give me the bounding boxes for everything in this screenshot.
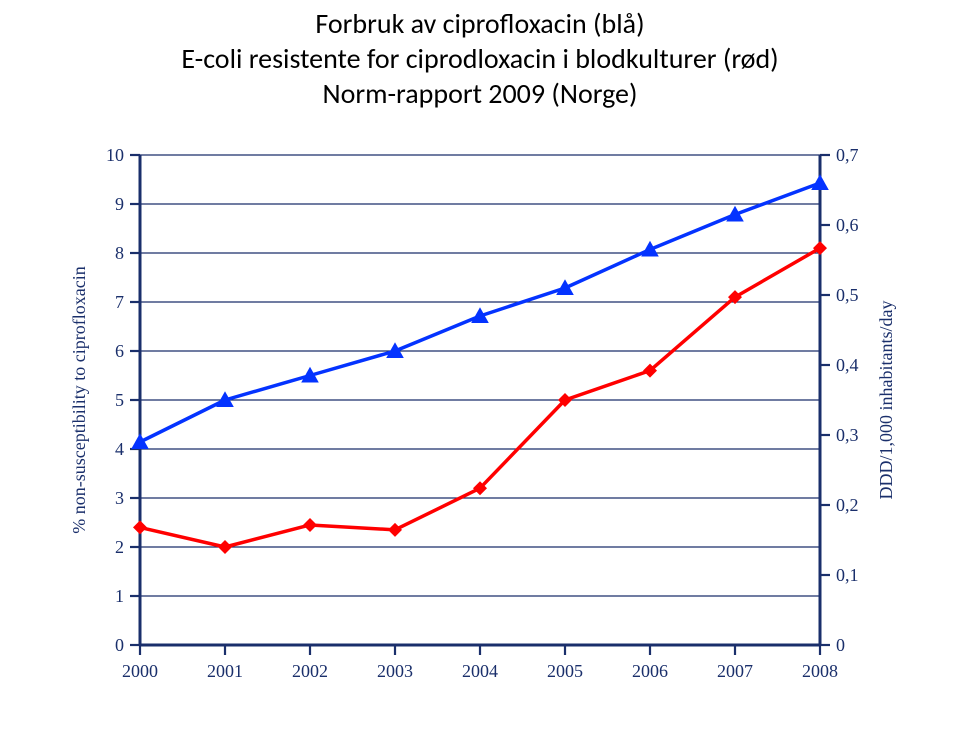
title-line-2: E-coli resistente for ciprodloxacin i bl… bbox=[0, 41, 960, 76]
svg-text:% non-susceptibility to ciprof: % non-susceptibility to ciprofloxacin bbox=[69, 266, 89, 533]
chart-area: 2000 2001 2002 2003 2004 2005 2006 2007 2008 0 1 2 3… bbox=[55, 145, 905, 695]
svg-text:0,4: 0,4 bbox=[836, 355, 859, 375]
svg-text:0,1: 0,1 bbox=[836, 565, 859, 585]
svg-text:2004: 2004 bbox=[462, 661, 498, 681]
svg-text:0: 0 bbox=[115, 635, 124, 655]
svg-text:0: 0 bbox=[836, 635, 845, 655]
svg-text:6: 6 bbox=[115, 341, 124, 361]
svg-text:0,6: 0,6 bbox=[836, 215, 859, 235]
svg-text:2003: 2003 bbox=[377, 661, 413, 681]
svg-text:2006: 2006 bbox=[632, 661, 668, 681]
svg-text:7: 7 bbox=[115, 292, 124, 312]
line-chart: 2000 2001 2002 2003 2004 2005 2006 2007 2008 0 1 2 3… bbox=[55, 145, 905, 745]
svg-text:10: 10 bbox=[106, 145, 124, 165]
svg-text:DDD/1,000 inhabitants/day: DDD/1,000 inhabitants/day bbox=[876, 301, 896, 500]
svg-text:2001: 2001 bbox=[207, 661, 243, 681]
svg-text:2: 2 bbox=[115, 537, 124, 557]
svg-text:0,2: 0,2 bbox=[836, 495, 859, 515]
svg-text:9: 9 bbox=[115, 194, 124, 214]
svg-text:8: 8 bbox=[115, 243, 124, 263]
svg-text:2007: 2007 bbox=[717, 661, 753, 681]
svg-text:2002: 2002 bbox=[292, 661, 328, 681]
svg-text:0,3: 0,3 bbox=[836, 425, 859, 445]
svg-text:2005: 2005 bbox=[547, 661, 583, 681]
svg-text:3: 3 bbox=[115, 488, 124, 508]
svg-text:0,5: 0,5 bbox=[836, 285, 859, 305]
svg-text:2000: 2000 bbox=[122, 661, 158, 681]
svg-text:4: 4 bbox=[115, 439, 124, 459]
title-line-3: Norm-rapport 2009 (Norge) bbox=[0, 76, 960, 111]
title-line-1: Forbruk av ciprofloxacin (blå) bbox=[0, 6, 960, 41]
svg-text:1: 1 bbox=[115, 586, 124, 606]
chart-title: Forbruk av ciprofloxacin (blå) E-coli re… bbox=[0, 0, 960, 111]
svg-text:5: 5 bbox=[115, 390, 124, 410]
svg-text:0,7: 0,7 bbox=[836, 145, 859, 165]
svg-text:2008: 2008 bbox=[802, 661, 838, 681]
